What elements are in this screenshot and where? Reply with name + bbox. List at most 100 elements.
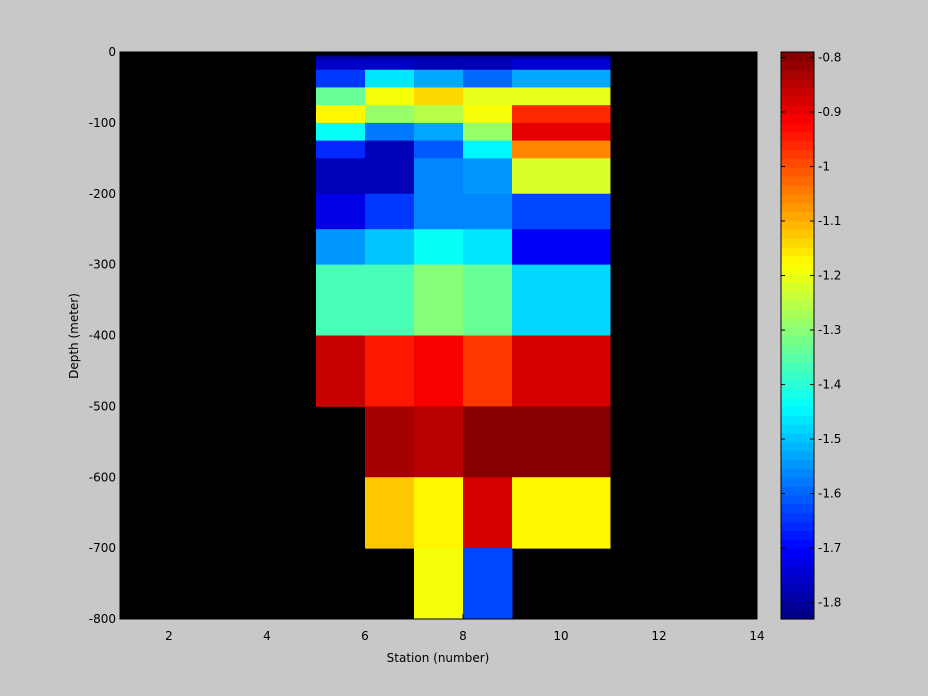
colorbar-segment xyxy=(781,193,814,204)
heatmap-cell xyxy=(316,55,611,60)
heatmap-cell xyxy=(512,264,611,336)
x-tick-label: 10 xyxy=(553,629,568,643)
heatmap-cell xyxy=(463,87,513,106)
colorbar-segment xyxy=(781,583,814,594)
colorbar-segment xyxy=(781,308,814,319)
heatmap-cell xyxy=(316,193,366,230)
colorbar-segment xyxy=(781,592,814,602)
heatmap-cell xyxy=(414,140,464,159)
heatmap-cell xyxy=(316,122,366,142)
heatmap-cell xyxy=(316,59,415,71)
heatmap-cell xyxy=(414,406,464,478)
x-axis-ticks: 2 4 6 8 10 12 14 xyxy=(165,52,765,643)
heatmap-cell xyxy=(414,158,464,195)
heatmap-cell xyxy=(316,105,366,124)
colorbar-tick-label: -1.4 xyxy=(818,378,841,392)
colorbar-segment xyxy=(781,291,814,301)
colorbar-segment xyxy=(781,521,814,532)
colorbar-segment xyxy=(781,317,814,328)
heatmap-cell xyxy=(512,69,611,88)
colorbar-segment xyxy=(781,246,814,257)
heatmap-cell xyxy=(512,229,611,266)
heatmap-cell xyxy=(463,122,513,142)
colorbar-segment xyxy=(781,539,814,549)
colorbar-segment xyxy=(781,362,814,372)
colorbar-segment xyxy=(781,574,814,585)
colorbar-segment xyxy=(781,477,814,487)
heatmap-cell xyxy=(463,105,513,124)
colorbar-segment xyxy=(781,140,814,151)
colorbar-ticks: -0.8 -0.9 -1 -1.1 -1.2 -1.3 -1.4 -1.5 -1.6 -1.7 -1… xyxy=(781,50,841,610)
colorbar-segment xyxy=(781,105,814,115)
heatmap-cell xyxy=(414,229,464,266)
colorbar-segment xyxy=(781,344,814,354)
colorbar-segment xyxy=(781,494,814,505)
y-tick-label: -800 xyxy=(89,612,116,626)
y-tick-label: -600 xyxy=(89,470,116,484)
colorbar-segment xyxy=(781,282,814,292)
heatmap-cell xyxy=(365,105,415,124)
colorbar-segment xyxy=(781,459,814,469)
colorbar xyxy=(781,52,814,620)
x-tick-label: 2 xyxy=(165,629,173,643)
colorbar-segment xyxy=(781,335,814,345)
colorbar-segment xyxy=(781,131,814,142)
colorbar-segment xyxy=(781,69,814,80)
colorbar-segment xyxy=(781,610,814,620)
heatmap-cell xyxy=(414,105,464,124)
heatmap-cell xyxy=(316,229,366,266)
colorbar-segment xyxy=(781,353,814,363)
x-tick-label: 14 xyxy=(749,629,764,643)
heatmap-cell xyxy=(316,158,415,195)
colorbar-segment xyxy=(781,503,814,514)
colorbar-segment xyxy=(781,388,814,399)
colorbar-tick-label: -1.1 xyxy=(818,214,841,228)
heatmap-cell xyxy=(512,140,611,159)
colorbar-segment xyxy=(781,184,814,195)
colorbar-segment xyxy=(781,565,814,576)
colorbar-segment xyxy=(781,441,814,452)
heatmap-cell xyxy=(365,406,415,478)
colorbar-segment xyxy=(781,450,814,461)
colorbar-segment xyxy=(781,370,814,381)
heatmap-cell xyxy=(365,335,415,407)
heatmap-cell xyxy=(463,69,513,88)
heatmap-cell xyxy=(365,69,415,88)
colorbar-segment xyxy=(781,149,814,159)
colorbar-segment xyxy=(781,87,814,97)
colorbar-segment xyxy=(781,512,814,523)
colorbar-tick-label: -1.7 xyxy=(818,541,841,555)
heatmap-cell xyxy=(316,69,366,88)
colorbar-tick-label: -1.8 xyxy=(818,596,841,610)
heatmap-cell xyxy=(414,69,464,88)
y-axis-ticks: 0 -100 -200 -300 -400 -500 -600 -700 -800 xyxy=(89,45,757,626)
colorbar-segment xyxy=(781,211,814,221)
y-axis-label: Depth (meter) xyxy=(67,293,81,379)
heatmap-cell xyxy=(414,193,513,230)
x-axis-label: Station (number) xyxy=(387,651,490,665)
heatmap-cell xyxy=(512,105,611,124)
colorbar-segment xyxy=(781,273,814,283)
heatmap-cell xyxy=(414,548,464,620)
colorbar-segment xyxy=(781,220,814,230)
x-tick-label: 4 xyxy=(263,629,271,643)
colorbar-segment xyxy=(781,96,814,106)
heatmap-cell xyxy=(463,264,513,336)
y-tick-label: -400 xyxy=(89,329,116,343)
heatmap-cell xyxy=(365,122,415,142)
y-tick-label: -700 xyxy=(89,541,116,555)
heatmap-cell xyxy=(463,335,513,407)
heatmap-cell xyxy=(512,477,611,549)
colorbar-segment xyxy=(781,255,814,266)
heatmap-cell xyxy=(512,335,611,407)
colorbar-segment xyxy=(781,530,814,540)
colorbar-tick-label: -1.5 xyxy=(818,432,841,446)
heatmap-cell xyxy=(365,477,415,549)
heatmap-cell xyxy=(414,122,464,142)
x-tick-label: 6 xyxy=(361,629,369,643)
colorbar-segment xyxy=(781,300,814,310)
heatmap-cell xyxy=(512,59,611,71)
colorbar-segment xyxy=(781,176,814,186)
heatmap-cell xyxy=(463,406,611,478)
colorbar-segment xyxy=(781,122,814,133)
